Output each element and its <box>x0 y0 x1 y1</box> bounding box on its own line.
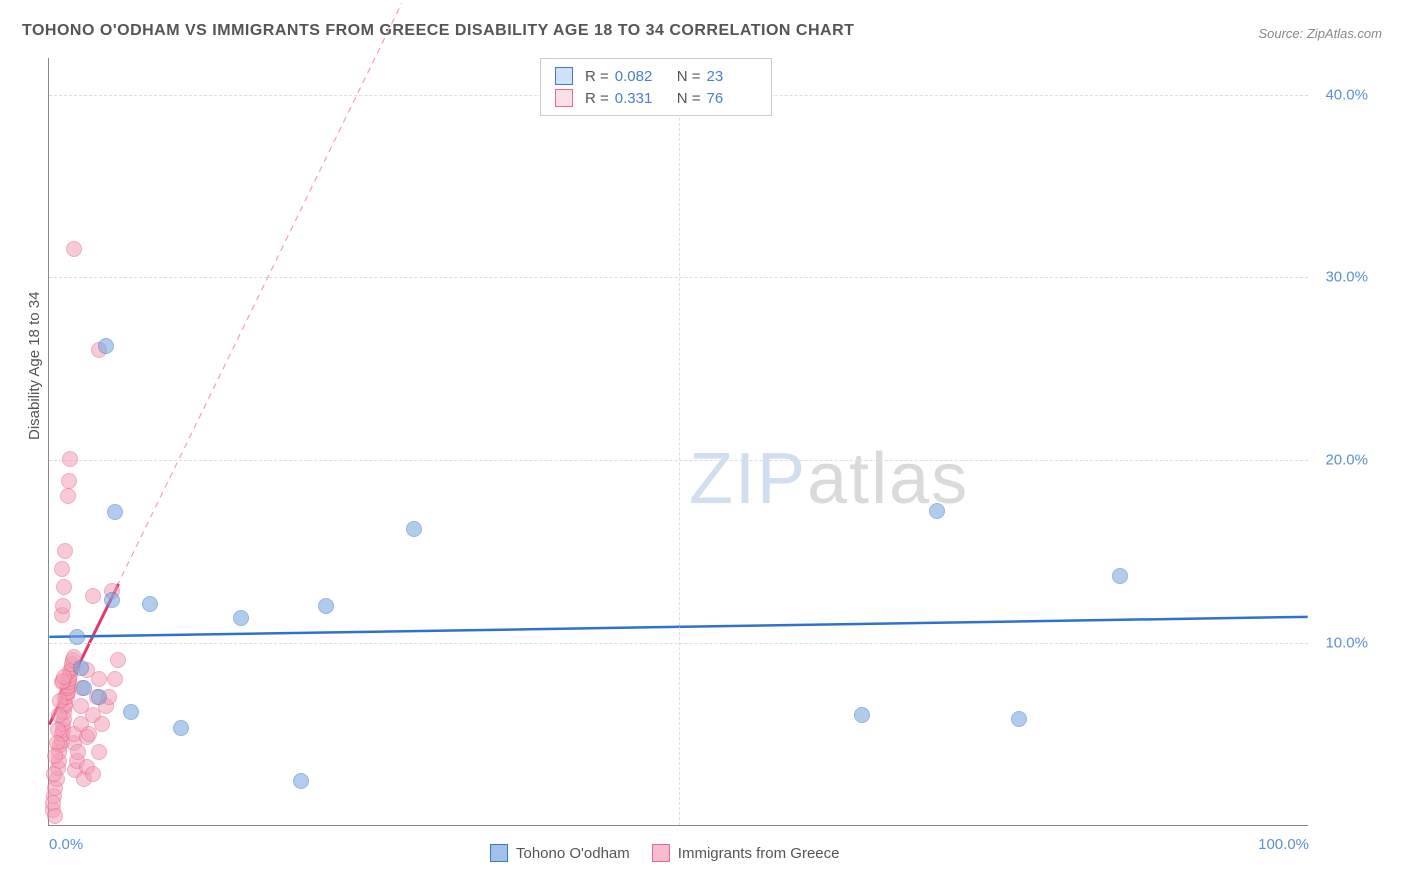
data-point <box>46 766 62 782</box>
x-tick-label: 0.0% <box>49 836 83 853</box>
data-point <box>51 707 67 723</box>
legend-series-item: Immigrants from Greece <box>652 844 840 862</box>
data-point <box>293 773 309 789</box>
legend-swatch <box>555 67 573 85</box>
data-point <box>1112 568 1128 584</box>
watermark: ZIPatlas <box>689 438 969 520</box>
data-point <box>91 689 107 705</box>
data-point <box>91 744 107 760</box>
gridline-v <box>679 58 680 825</box>
data-point <box>52 693 68 709</box>
data-point <box>94 716 110 732</box>
data-point <box>233 610 249 626</box>
legend-series-label: Tohono O'odham <box>516 845 630 862</box>
chart-title: TOHONO O'ODHAM VS IMMIGRANTS FROM GREECE… <box>22 22 854 40</box>
x-tick-label: 100.0% <box>1258 836 1309 853</box>
legend-n-label: N = <box>677 68 701 85</box>
watermark-zip: ZIP <box>689 439 807 519</box>
source-value: ZipAtlas.com <box>1307 26 1382 41</box>
data-point <box>47 748 63 764</box>
data-point <box>60 488 76 504</box>
data-point <box>85 588 101 604</box>
data-point <box>929 503 945 519</box>
data-point <box>47 808 63 824</box>
legend-r-value: 0.082 <box>615 68 665 85</box>
legend-swatch <box>652 844 670 862</box>
y-tick-label: 20.0% <box>1325 452 1368 469</box>
legend-n-value: 23 <box>707 68 757 85</box>
legend-swatch <box>490 844 508 862</box>
data-point <box>54 561 70 577</box>
data-point <box>110 652 126 668</box>
data-point <box>406 521 422 537</box>
legend-swatch <box>555 89 573 107</box>
legend-series-label: Immigrants from Greece <box>678 845 840 862</box>
data-point <box>104 592 120 608</box>
source-label: Source: <box>1258 26 1306 41</box>
legend-n-label: N = <box>677 90 701 107</box>
y-tick-label: 40.0% <box>1325 86 1368 103</box>
trend-line <box>49 3 401 724</box>
legend-r-label: R = <box>585 68 609 85</box>
legend-stat-row: R = 0.331 N = 76 <box>555 87 757 109</box>
data-point <box>70 744 86 760</box>
data-point <box>73 660 89 676</box>
source-attribution: Source: ZipAtlas.com <box>1258 26 1382 41</box>
data-point <box>62 451 78 467</box>
legend-stat-row: R = 0.082 N = 23 <box>555 65 757 87</box>
data-point <box>66 241 82 257</box>
legend-r-value: 0.331 <box>615 90 665 107</box>
data-point <box>55 598 71 614</box>
data-point <box>142 596 158 612</box>
legend-stats: R = 0.082 N = 23 R = 0.331 N = 76 <box>540 58 772 116</box>
legend-series-item: Tohono O'odham <box>490 844 630 862</box>
data-point <box>854 707 870 723</box>
data-point <box>57 543 73 559</box>
data-point <box>123 704 139 720</box>
data-point <box>69 629 85 645</box>
data-point <box>1011 711 1027 727</box>
data-point <box>85 766 101 782</box>
data-point <box>98 338 114 354</box>
data-point <box>56 669 72 685</box>
legend-n-value: 76 <box>707 90 757 107</box>
y-axis-label: Disability Age 18 to 34 <box>26 292 43 440</box>
y-tick-label: 10.0% <box>1325 635 1368 652</box>
y-tick-label: 30.0% <box>1325 269 1368 286</box>
data-point <box>318 598 334 614</box>
data-point <box>76 680 92 696</box>
data-point <box>173 720 189 736</box>
legend-series: Tohono O'odham Immigrants from Greece <box>490 844 840 862</box>
data-point <box>91 671 107 687</box>
plot-area: ZIPatlas 10.0%20.0%30.0%40.0%0.0%100.0% <box>48 58 1308 826</box>
data-point <box>61 473 77 489</box>
data-point <box>56 579 72 595</box>
data-point <box>107 504 123 520</box>
data-point <box>107 671 123 687</box>
legend-r-label: R = <box>585 90 609 107</box>
